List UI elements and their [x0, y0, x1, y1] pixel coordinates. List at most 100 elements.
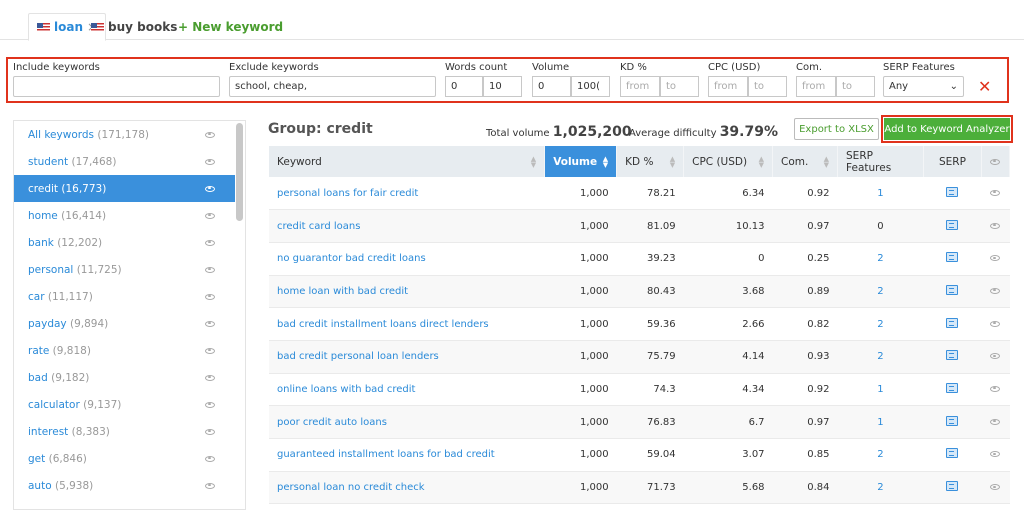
- sidebar-item-credit[interactable]: credit (16,773): [14, 175, 235, 202]
- serp-features-cell[interactable]: 2: [837, 275, 924, 309]
- sort-icon[interactable]: ▲ ▼: [823, 155, 830, 169]
- keyword-link[interactable]: bad credit personal loan lenders: [269, 340, 545, 374]
- add-to-keyword-analyzer-button[interactable]: Add to Keyword Analyzer: [881, 115, 1013, 143]
- eye-icon[interactable]: [205, 185, 215, 192]
- kd-to-input[interactable]: to: [660, 76, 699, 97]
- sort-icon[interactable]: ▲ ▼: [758, 155, 765, 169]
- eye-icon[interactable]: [990, 320, 1001, 327]
- column-header-visibility[interactable]: [981, 146, 1011, 177]
- cpc-to-input[interactable]: to: [748, 76, 787, 97]
- kd-from-input[interactable]: from: [620, 76, 660, 97]
- eye-icon[interactable]: [990, 385, 1001, 392]
- keyword-link[interactable]: guaranteed installment loans for bad cre…: [269, 438, 545, 472]
- volume-from-input[interactable]: 0: [532, 76, 571, 97]
- serp-features-cell[interactable]: 2: [837, 340, 924, 374]
- serp-features-cell[interactable]: 2: [837, 438, 924, 472]
- keyword-link[interactable]: personal loan no credit check: [269, 471, 545, 505]
- serp-features-select[interactable]: Any ⌄: [883, 76, 964, 97]
- eye-icon[interactable]: [205, 320, 215, 327]
- keyword-link[interactable]: bad credit installment loans direct lend…: [269, 307, 545, 341]
- serp-features-cell[interactable]: 2: [837, 242, 924, 276]
- sidebar-item-bank[interactable]: bank (12,202): [14, 229, 235, 256]
- serp-features-cell[interactable]: 2: [837, 471, 924, 505]
- serp-snapshot-icon[interactable]: [946, 481, 959, 492]
- eye-icon[interactable]: [205, 266, 215, 273]
- keyword-link[interactable]: no guarantor bad credit loans: [269, 242, 545, 276]
- tab-buy-books[interactable]: buy books: [83, 13, 185, 41]
- serp-snapshot-icon[interactable]: [946, 284, 959, 295]
- eye-icon[interactable]: [205, 239, 215, 246]
- eye-icon[interactable]: [205, 131, 215, 138]
- sort-icon[interactable]: ▲ ▼: [530, 155, 537, 169]
- keyword-link[interactable]: home loan with bad credit: [269, 275, 545, 309]
- words-from-input[interactable]: 0: [445, 76, 483, 97]
- sidebar-item-calculator[interactable]: calculator (9,137): [14, 391, 235, 418]
- column-header-com[interactable]: Com. ▲ ▼: [772, 146, 839, 177]
- serp-features-cell[interactable]: 1: [837, 177, 924, 211]
- exclude-keywords-input[interactable]: school, cheap,: [229, 76, 436, 97]
- sort-icon[interactable]: ▲ ▼: [602, 155, 609, 169]
- keyword-link[interactable]: online loans with bad credit: [269, 373, 545, 407]
- serp-snapshot-icon[interactable]: [946, 317, 959, 328]
- eye-icon[interactable]: [990, 222, 1001, 229]
- column-header-serp-features[interactable]: SERP Features: [837, 146, 924, 177]
- com-to-input[interactable]: to: [836, 76, 875, 97]
- clear-filters-button[interactable]: ✕: [978, 77, 992, 96]
- eye-icon[interactable]: [990, 189, 1001, 196]
- include-keywords-input[interactable]: [13, 76, 220, 97]
- serp-snapshot-icon[interactable]: [946, 186, 959, 197]
- keyword-link[interactable]: personal loans for fair credit: [269, 177, 545, 211]
- serp-snapshot-icon[interactable]: [946, 252, 959, 263]
- serp-snapshot-icon[interactable]: [946, 415, 959, 426]
- serp-features-cell[interactable]: 1: [837, 373, 924, 407]
- sidebar-item-rate[interactable]: rate (9,818): [14, 337, 235, 364]
- eye-icon[interactable]: [990, 451, 1001, 458]
- eye-icon[interactable]: [990, 418, 1001, 425]
- sidebar-item-all-keywords[interactable]: All keywords (171,178): [14, 121, 235, 148]
- serp-features-cell[interactable]: 2: [837, 307, 924, 341]
- serp-features-cell[interactable]: 1: [837, 405, 924, 439]
- eye-icon[interactable]: [205, 428, 215, 435]
- keyword-link[interactable]: poor credit auto loans: [269, 405, 545, 439]
- eye-icon[interactable]: [205, 293, 215, 300]
- keyword-link[interactable]: credit card loans: [269, 209, 545, 243]
- eye-icon[interactable]: [990, 287, 1001, 294]
- eye-icon[interactable]: [205, 347, 215, 354]
- column-header-kd[interactable]: KD % ▲ ▼: [616, 146, 685, 177]
- sort-icon[interactable]: ▲ ▼: [669, 155, 676, 169]
- volume-to-input[interactable]: 100(: [571, 76, 610, 97]
- serp-snapshot-icon[interactable]: [946, 219, 959, 230]
- eye-icon[interactable]: [205, 482, 215, 489]
- cpc-from-input[interactable]: from: [708, 76, 748, 97]
- export-xlsx-button[interactable]: Export to XLSX: [794, 118, 879, 140]
- eye-icon[interactable]: [990, 353, 1001, 360]
- column-header-serp[interactable]: SERP: [923, 146, 982, 177]
- eye-icon[interactable]: [990, 255, 1001, 262]
- sidebar-item-car[interactable]: car (11,117): [14, 283, 235, 310]
- sidebar-item-personal[interactable]: personal (11,725): [14, 256, 235, 283]
- sidebar-item-student[interactable]: student (17,468): [14, 148, 235, 175]
- column-header-cpc-usd[interactable]: CPC (USD) ▲ ▼: [683, 146, 774, 177]
- sidebar-item-auto[interactable]: auto (5,938): [14, 472, 235, 499]
- scrollbar[interactable]: [236, 123, 243, 221]
- eye-icon[interactable]: [990, 158, 1001, 165]
- eye-icon[interactable]: [205, 158, 215, 165]
- com-from-input[interactable]: from: [796, 76, 836, 97]
- sidebar-item-payday[interactable]: payday (9,894): [14, 310, 235, 337]
- words-to-input[interactable]: 10: [483, 76, 522, 97]
- column-header-keyword[interactable]: Keyword ▲ ▼: [269, 146, 546, 177]
- eye-icon[interactable]: [990, 484, 1001, 491]
- sidebar-item-home[interactable]: home (16,414): [14, 202, 235, 229]
- eye-icon[interactable]: [205, 374, 215, 381]
- eye-icon[interactable]: [205, 212, 215, 219]
- sidebar-item-interest[interactable]: interest (8,383): [14, 418, 235, 445]
- eye-icon[interactable]: [205, 401, 215, 408]
- serp-snapshot-icon[interactable]: [946, 350, 959, 361]
- serp-snapshot-icon[interactable]: [946, 382, 959, 393]
- eye-icon[interactable]: [205, 455, 215, 462]
- sidebar-item-get[interactable]: get (6,846): [14, 445, 235, 472]
- serp-snapshot-icon[interactable]: [946, 448, 959, 459]
- sidebar-item-bad[interactable]: bad (9,182): [14, 364, 235, 391]
- new-keyword-button[interactable]: + New keyword: [178, 20, 284, 34]
- column-header-volume[interactable]: Volume ▲ ▼: [544, 146, 618, 177]
